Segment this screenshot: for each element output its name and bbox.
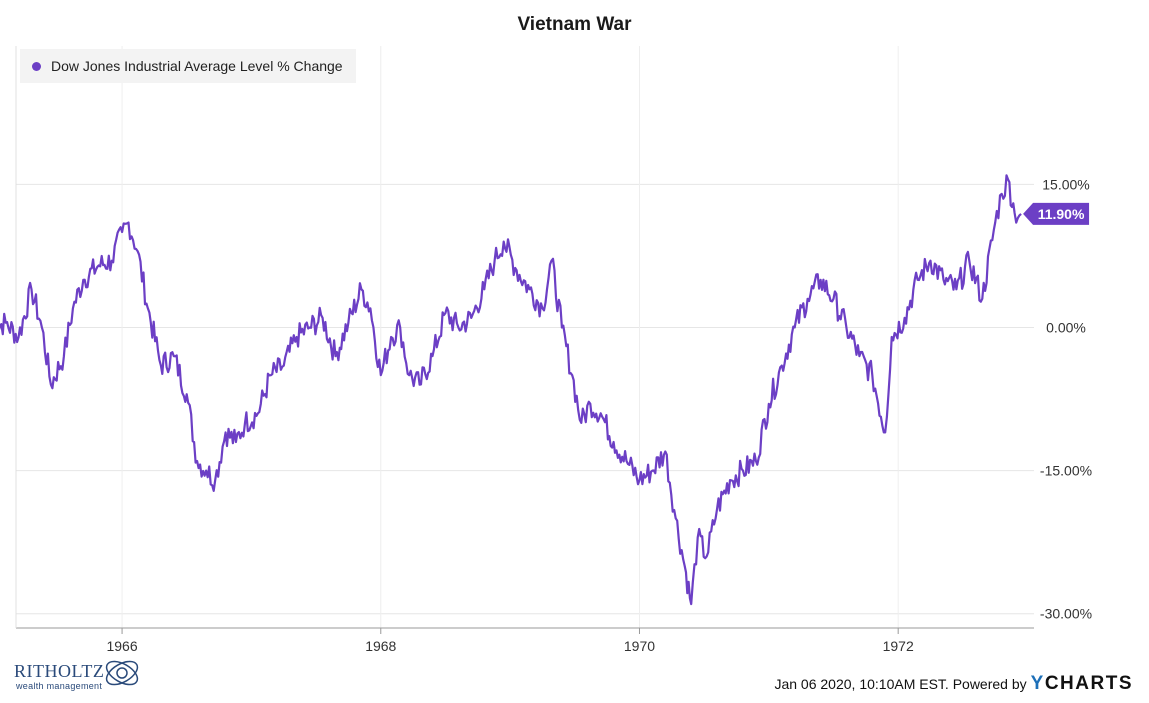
- x-tick-label: 1970: [624, 638, 655, 654]
- legend[interactable]: Dow Jones Industrial Average Level % Cha…: [20, 49, 356, 83]
- footer-attribution: Jan 06 2020, 10:10AM EST. Powered by YCH…: [774, 673, 1133, 695]
- x-tick-label: 1966: [106, 638, 137, 654]
- last-value-label: 11.90%: [1038, 206, 1085, 222]
- x-tick-label: 1968: [365, 638, 396, 654]
- series-line-dow-jones: [0, 174, 1022, 606]
- legend-marker: [32, 61, 41, 71]
- y-tick-label: 0.00%: [1046, 319, 1086, 335]
- axes: [15, 46, 1034, 634]
- logo-tagline: wealth management: [16, 681, 103, 691]
- ycharts-logo-y: Y: [1030, 673, 1045, 694]
- ycharts-logo: YCHARTS: [1031, 673, 1133, 695]
- grid-lines: [16, 46, 1034, 628]
- logo-emblem-icon: [105, 660, 139, 686]
- y-tick-label: -30.00%: [1040, 606, 1092, 622]
- tick-labels: 15.00% 0.00% -15.00% -30.00% 1966 1968 1970 197…: [106, 176, 1092, 654]
- chart-title: Vietnam War: [517, 14, 632, 35]
- ycharts-logo-text: CHARTS: [1044, 673, 1133, 694]
- series-layer: [0, 174, 1022, 606]
- ritholtz-logo: RITHOLTZ wealth management: [14, 655, 154, 695]
- footer-timestamp: Jan 06 2020, 10:10AM EST. Powered by: [774, 676, 1027, 692]
- x-tick-label: 1972: [883, 638, 914, 654]
- y-tick-label: -15.00%: [1040, 463, 1092, 479]
- last-value-flag: 11.90%: [1023, 202, 1090, 225]
- logo-name: RITHOLTZ: [14, 661, 105, 681]
- last-value-flag-bg: [1023, 202, 1090, 225]
- y-tick-label: 15.00%: [1042, 176, 1089, 192]
- legend-label: Dow Jones Industrial Average Level % Cha…: [51, 58, 343, 74]
